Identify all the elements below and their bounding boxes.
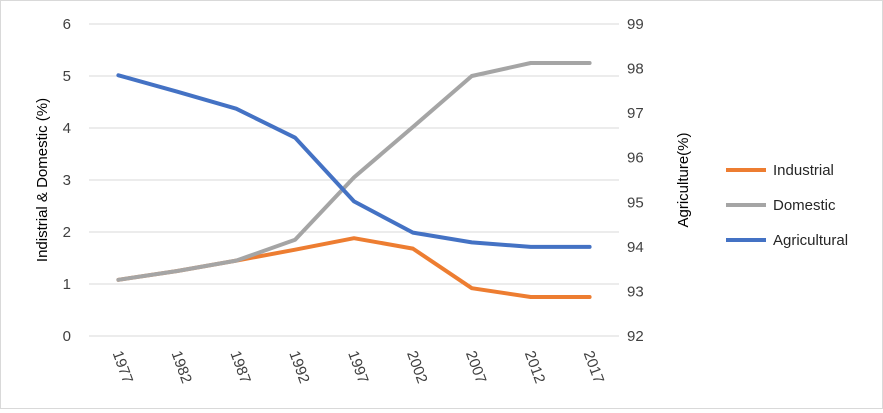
x-tick-label: 2007 bbox=[462, 349, 489, 386]
right-tick-label: 99 bbox=[627, 16, 644, 33]
left-tick-label: 1 bbox=[63, 276, 71, 293]
series-lines bbox=[116, 61, 592, 299]
right-tick-label: 95 bbox=[627, 194, 644, 211]
series-line-domestic bbox=[116, 61, 592, 282]
left-tick-label: 4 bbox=[63, 120, 71, 137]
legend-label-agricultural: Agricultural bbox=[773, 232, 848, 249]
x-tick-label: 1987 bbox=[226, 349, 253, 386]
left-axis-ticks: 0 1 2 3 4 5 6 bbox=[63, 16, 71, 345]
right-tick-label: 94 bbox=[627, 239, 644, 256]
left-axis-title: Indistrial & Domestic (%) bbox=[34, 98, 51, 262]
left-tick-label: 2 bbox=[63, 224, 71, 241]
left-tick-label: 6 bbox=[63, 16, 71, 33]
legend-label-domestic: Domestic bbox=[773, 197, 836, 214]
x-tick-label: 2017 bbox=[580, 349, 607, 386]
x-tick-label: 1977 bbox=[109, 349, 136, 386]
right-tick-label: 93 bbox=[627, 283, 644, 300]
legend-label-industrial: Industrial bbox=[773, 162, 834, 179]
left-tick-label: 5 bbox=[63, 68, 71, 85]
left-tick-label: 3 bbox=[63, 172, 71, 189]
gridlines bbox=[89, 23, 619, 337]
right-tick-label: 96 bbox=[627, 150, 644, 167]
right-tick-label: 98 bbox=[627, 61, 644, 78]
right-tick-label: 97 bbox=[627, 105, 644, 122]
x-tick-label: 1992 bbox=[285, 349, 312, 386]
x-tick-label: 1997 bbox=[344, 349, 371, 386]
x-axis-ticks: 1977 1982 1987 1992 1997 2002 2007 2012 2017 bbox=[109, 349, 608, 386]
right-axis-title: Agriculture(%) bbox=[675, 132, 692, 227]
legend: Industrial Domestic Agricultural bbox=[726, 162, 848, 249]
right-tick-label: 92 bbox=[627, 328, 644, 345]
left-tick-label: 0 bbox=[63, 328, 71, 345]
right-axis-ticks: 92 93 94 95 96 97 98 99 bbox=[627, 16, 644, 345]
series-line-agricultural bbox=[116, 73, 592, 249]
x-tick-label: 2012 bbox=[521, 349, 548, 386]
x-tick-label: 1982 bbox=[168, 349, 195, 386]
x-tick-label: 2002 bbox=[403, 349, 430, 386]
